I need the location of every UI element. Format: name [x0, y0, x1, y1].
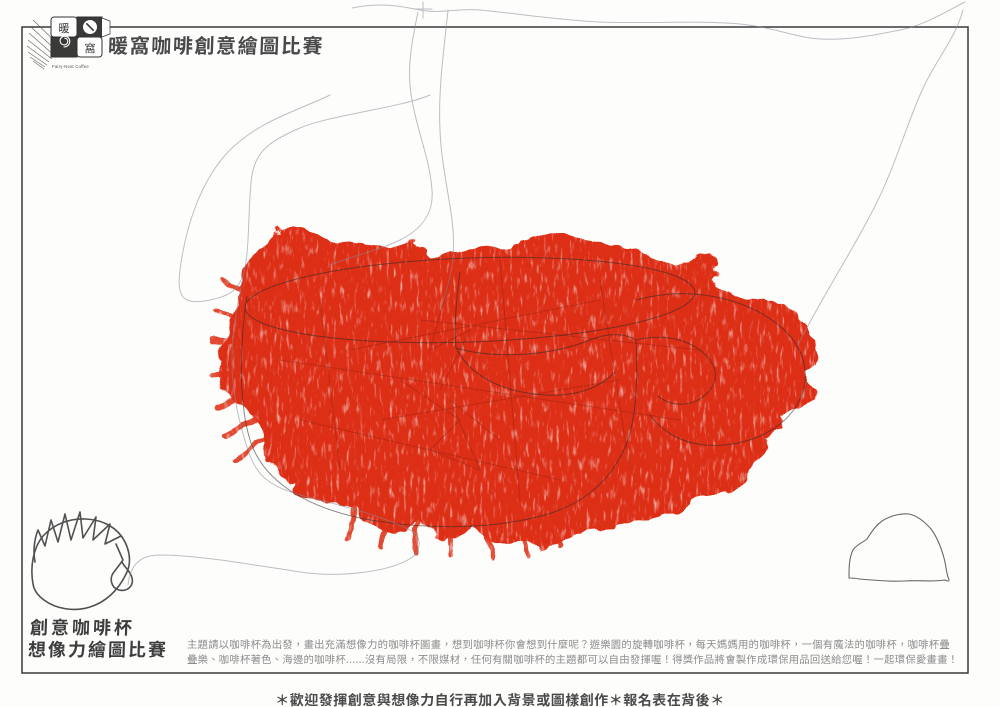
svg-text:暖: 暖 [59, 22, 70, 35]
svg-text:Fairy-Nest Coffee: Fairy-Nest Coffee [52, 64, 89, 69]
svg-text:窩: 窩 [85, 41, 96, 55]
